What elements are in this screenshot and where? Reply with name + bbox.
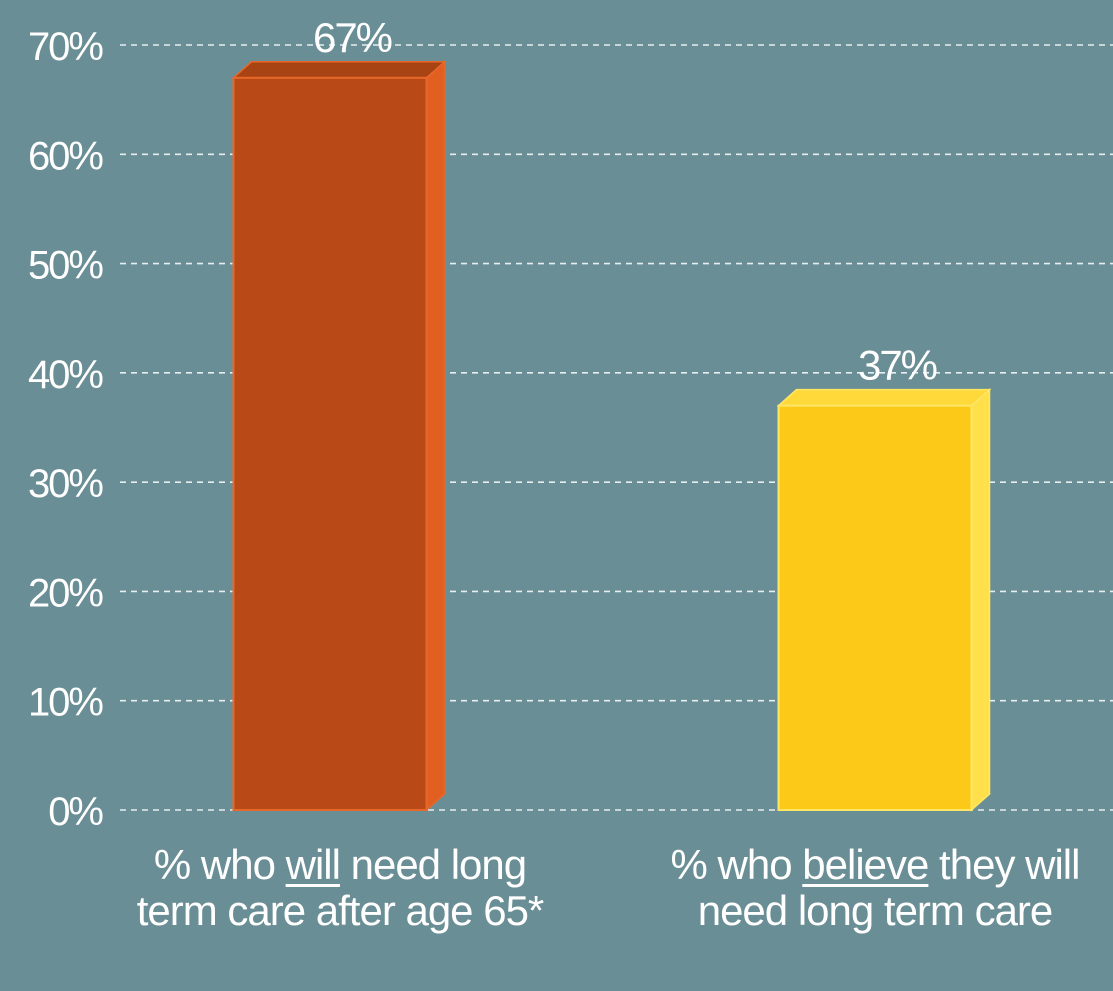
bar-front	[232, 76, 428, 812]
y-tick-label: 40%	[28, 353, 103, 397]
category-label-prefix: % who	[153, 841, 286, 888]
y-tick-label: 50%	[28, 244, 103, 288]
bar	[231, 60, 447, 812]
category-label-believe-need: % who believe they will need long term c…	[655, 842, 1095, 934]
category-label-suffix: need long term care after age 65*	[136, 841, 545, 934]
data-label: 67%	[313, 14, 392, 61]
bar-top	[231, 61, 447, 79]
bars	[231, 60, 992, 812]
y-tick-label: 70%	[28, 25, 103, 69]
y-tick-label: 10%	[28, 681, 103, 725]
y-tick-label: 20%	[28, 571, 103, 615]
bar-front	[777, 404, 973, 811]
y-tick-label: 0%	[48, 790, 103, 834]
data-label: 37%	[858, 342, 937, 389]
bar-top	[776, 388, 992, 407]
category-label-will-need: % who will need long term care after age…	[120, 842, 560, 934]
y-axis-ticks: 0% 10% 20% 30% 40% 50% 60% 70%	[28, 25, 105, 834]
category-label-prefix: % who	[670, 841, 803, 888]
y-tick-label: 60%	[28, 134, 103, 178]
y-tick-label: 30%	[28, 462, 103, 506]
category-label-emphasis: believe	[802, 841, 929, 888]
data-labels: 67% 37%	[313, 14, 939, 389]
bar-side	[970, 387, 991, 812]
bar-side	[425, 60, 446, 812]
bar	[776, 387, 992, 812]
category-label-suffix: they will need long term care	[697, 841, 1081, 934]
category-label-emphasis: will	[285, 841, 341, 888]
